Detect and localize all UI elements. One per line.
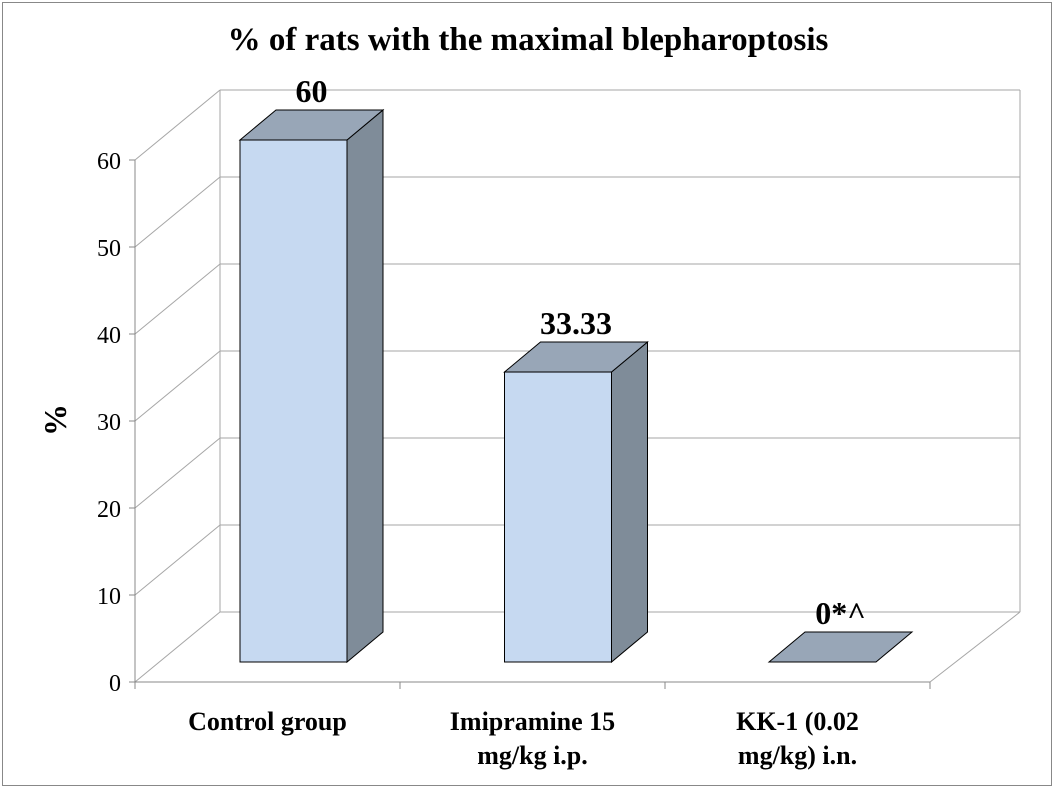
y-axis-label: % [37,404,73,436]
x-category-label: KK-1 (0.02 [736,707,859,736]
side-gridline [134,437,221,509]
y-tick-label: 20 [97,497,121,523]
y-tick-label: 50 [97,236,121,262]
side-gridline [134,524,221,596]
x-category-label: Control group [188,707,347,736]
bar-top [238,109,385,141]
side-gridline [134,89,221,161]
data-label: 60 [296,73,328,109]
side-gridline [134,176,221,248]
bar-top [767,631,914,663]
x-category-label: mg/kg i.p. [477,741,588,770]
y-tick-label: 60 [97,149,121,175]
bar-front [239,139,348,663]
bar-side [611,340,648,664]
bar-top [503,341,649,373]
y-tick-label: 40 [97,323,121,349]
x-category-label: Imipramine 15 [450,707,615,736]
data-label: 33.33 [540,305,612,341]
y-tick-label: 10 [97,584,121,610]
chart-title: % of rats with the maximal blepharoptosi… [228,22,829,58]
data-label: 0*^ [815,595,866,631]
y-tick-label: 0 [109,671,121,697]
bar-front [504,371,612,663]
side-gridline [134,350,221,422]
floor-right-edge [929,611,1021,683]
side-gridline [134,263,221,335]
bar-side [346,108,384,664]
x-category-label: mg/kg) i.n. [738,741,857,770]
side-gridline [134,611,221,683]
y-tick-label: 30 [97,410,121,436]
